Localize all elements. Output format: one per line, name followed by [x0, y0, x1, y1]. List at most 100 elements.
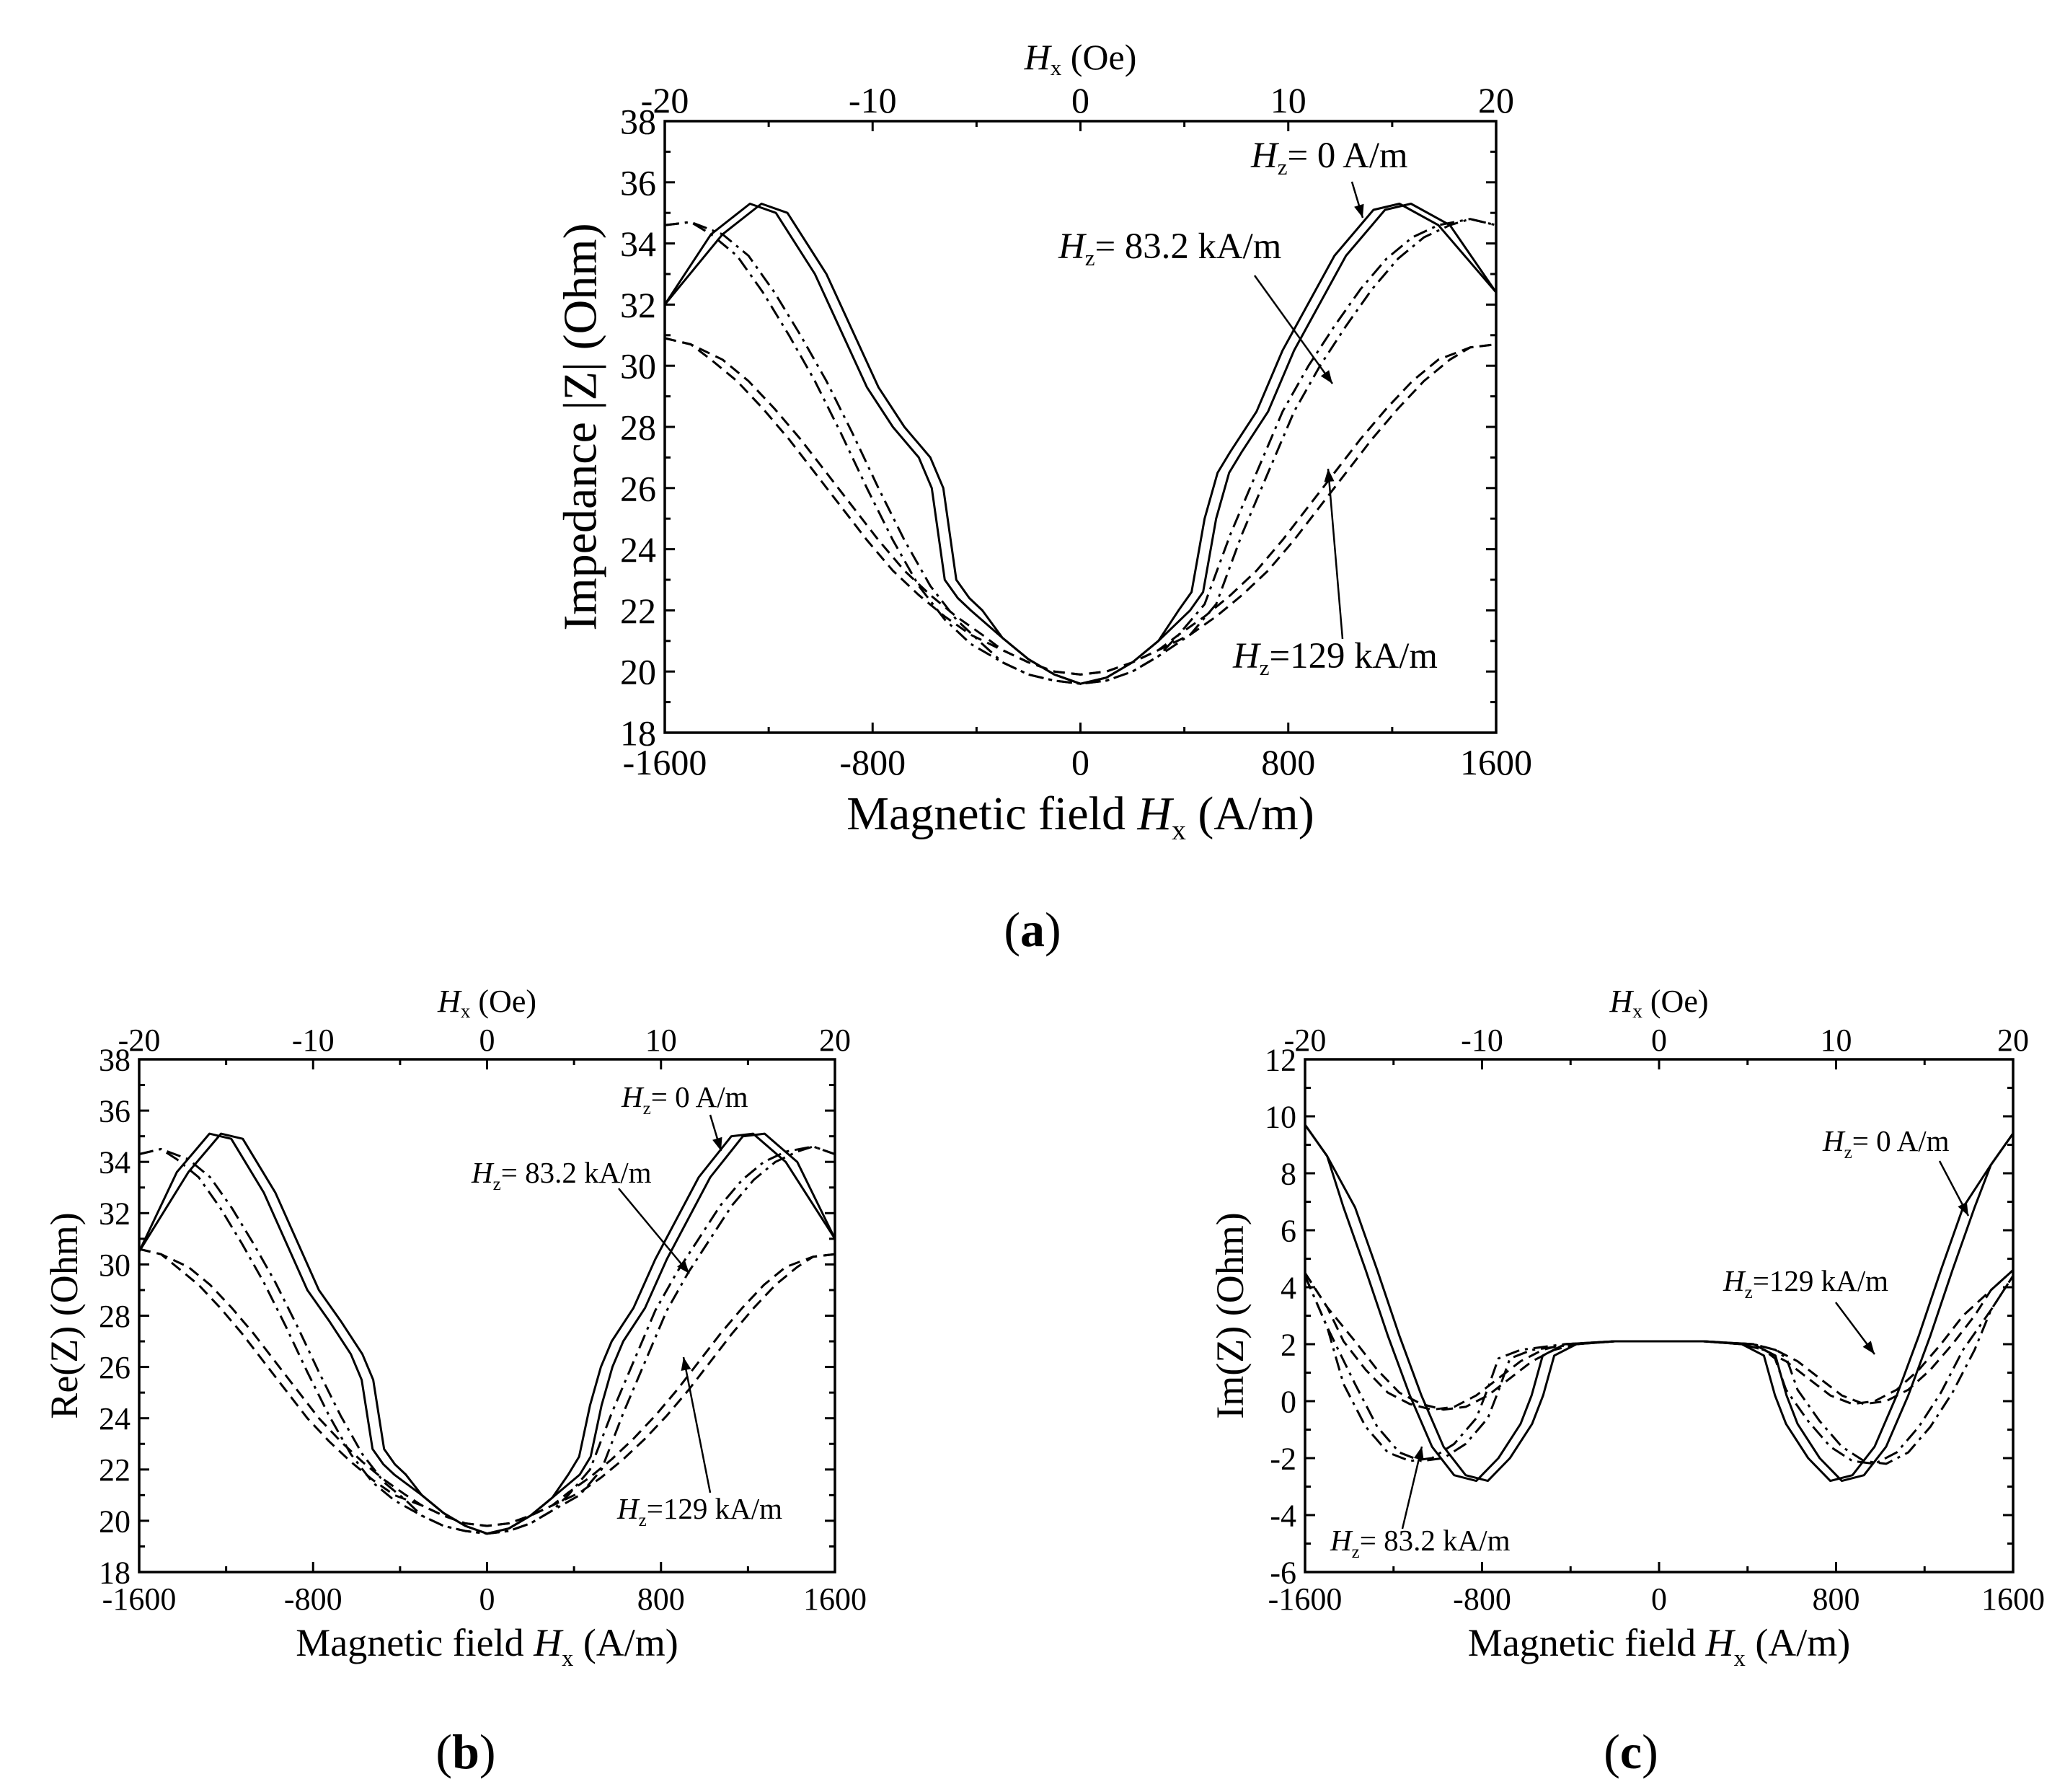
y-tick-label: 38 [99, 1042, 131, 1077]
y-tick-label: 24 [620, 529, 656, 570]
y-tick-label: 34 [99, 1145, 131, 1180]
x-tick-label: 800 [637, 1581, 685, 1617]
y-tick-label: 20 [99, 1504, 131, 1539]
top-tick-label: 10 [1270, 80, 1306, 120]
series-line-1 [664, 218, 1497, 685]
y-tick-label: 10 [1265, 1099, 1296, 1134]
series-line-0 [1304, 1124, 2015, 1483]
series-line-2 [664, 337, 1497, 676]
y-axis-title: Re(Z) (Ohm) [43, 1212, 86, 1418]
y-tick-label: 32 [99, 1196, 131, 1232]
x-tick-label: 800 [1813, 1581, 1860, 1617]
y-tick-label: 30 [99, 1248, 131, 1283]
y-tick-label: 4 [1281, 1270, 1296, 1305]
annotation-label: Hz=129 kA/m [1232, 635, 1438, 680]
series-line-1 [138, 1145, 836, 1535]
y-tick-label: 18 [620, 713, 656, 754]
top-axis-title: Hx (Oe) [437, 984, 536, 1022]
annotation-arrowhead [1862, 1341, 1875, 1354]
y-tick-label: 6 [1281, 1213, 1296, 1248]
x-tick-label: 1600 [1981, 1581, 2045, 1617]
x-tick-label: -800 [284, 1581, 342, 1617]
annotation-arrow [1401, 1446, 1423, 1530]
top-tick-label: 0 [1651, 1023, 1667, 1058]
top-tick-label: 0 [1071, 80, 1089, 120]
x-tick-label: 1600 [803, 1581, 867, 1617]
x-tick-label: -1600 [102, 1581, 177, 1617]
y-tick-label: 38 [620, 102, 656, 142]
x-axis-title: Magnetic field Hx (A/m) [1468, 1621, 1851, 1672]
x-tick-label: -1600 [623, 742, 707, 782]
top-axis-title: Hx (Oe) [1609, 984, 1708, 1022]
y-tick-label: 36 [99, 1094, 131, 1129]
annotation-arrowhead [1354, 203, 1364, 218]
annotation-label: Hz=129 kA/m [616, 1492, 782, 1530]
panel-label: (a) [1004, 902, 1061, 957]
annotation-arrowhead [1324, 469, 1335, 482]
x-tick-label: 0 [1651, 1581, 1667, 1617]
x-tick-label: -800 [1453, 1581, 1511, 1617]
series-line-2 [664, 337, 1497, 676]
chart-panel-a: -1600 -800 0 800 1600 -20 -10 0 10 20 18 20 22 24 26 28… [554, 37, 1533, 957]
series-line-2 [138, 1248, 836, 1527]
y-tick-label: 0 [1281, 1384, 1296, 1419]
annotation-arrowhead [712, 1136, 722, 1151]
y-tick-label: -2 [1270, 1441, 1296, 1476]
annotation-label: Hz= 83.2 kA/m [471, 1156, 652, 1194]
top-tick-label: 10 [1821, 1023, 1852, 1058]
series-line-2 [1304, 1269, 2015, 1411]
top-tick-label: 0 [479, 1023, 495, 1058]
annotation-arrowhead [1958, 1201, 1968, 1216]
top-tick-label: 20 [819, 1023, 851, 1058]
y-tick-label: 2 [1281, 1327, 1296, 1362]
x-tick-label: -1600 [1268, 1581, 1343, 1617]
chart-panel-b: -1600 -800 0 800 1600 -20 -10 0 10 20 18 20 22 24 26 28… [43, 984, 867, 1779]
series-line-2 [1304, 1269, 2015, 1411]
annotation-label: Hz= 0 A/m [1250, 135, 1408, 180]
annotation-arrowhead [677, 1260, 689, 1274]
x-tick-label: 1600 [1460, 742, 1532, 782]
panel-label: (c) [1604, 1724, 1658, 1779]
y-tick-label: 28 [99, 1299, 131, 1334]
y-tick-label: 28 [620, 407, 656, 448]
y-tick-label: 32 [620, 285, 656, 325]
y-tick-label: 20 [620, 652, 656, 692]
y-tick-label: 8 [1281, 1156, 1296, 1191]
y-axis-title: Impedance |Z| (Ohm) [554, 223, 607, 630]
top-tick-label: -20 [1284, 1023, 1327, 1058]
annotation-arrowhead [681, 1357, 691, 1371]
y-tick-label: 12 [1265, 1042, 1296, 1077]
top-tick-label: -20 [118, 1023, 161, 1058]
y-tick-label: 18 [99, 1555, 131, 1590]
series-line-2 [138, 1248, 836, 1527]
series-line-1 [664, 218, 1497, 685]
series-line-1 [138, 1145, 836, 1535]
x-axis-title: Magnetic field Hx (A/m) [846, 787, 1314, 846]
annotation-arrowhead [1414, 1447, 1424, 1461]
y-tick-label: 34 [620, 224, 656, 264]
x-tick-label: 0 [479, 1581, 495, 1617]
top-tick-label: -20 [641, 80, 689, 120]
top-tick-label: -10 [292, 1023, 335, 1058]
top-tick-label: -10 [1461, 1023, 1503, 1058]
y-tick-label: 36 [620, 162, 656, 203]
annotation-label: Hz= 83.2 kA/m [1058, 226, 1281, 270]
panel-label: (b) [435, 1724, 495, 1779]
y-tick-label: 22 [99, 1452, 131, 1488]
y-tick-label: 24 [99, 1401, 131, 1436]
annotation-arrow [618, 1188, 690, 1274]
annotation-arrow [682, 1356, 712, 1493]
top-axis-title: Hx (Oe) [1024, 37, 1137, 80]
annotation-arrow [1327, 468, 1344, 640]
y-tick-label: 22 [620, 591, 656, 631]
annotation-arrowhead [1320, 370, 1332, 384]
y-axis-title: Im(Z) (Ohm) [1208, 1212, 1252, 1418]
x-axis-title: Magnetic field Hx (A/m) [296, 1621, 678, 1672]
top-tick-label: 20 [1997, 1023, 2029, 1058]
series-line-0 [663, 203, 1498, 685]
annotation-label: Hz= 83.2 kA/m [1330, 1524, 1511, 1562]
top-tick-label: -10 [849, 80, 897, 120]
annotation-label: Hz= 0 A/m [621, 1080, 748, 1118]
annotation-label: Hz= 0 A/m [1822, 1124, 1950, 1162]
